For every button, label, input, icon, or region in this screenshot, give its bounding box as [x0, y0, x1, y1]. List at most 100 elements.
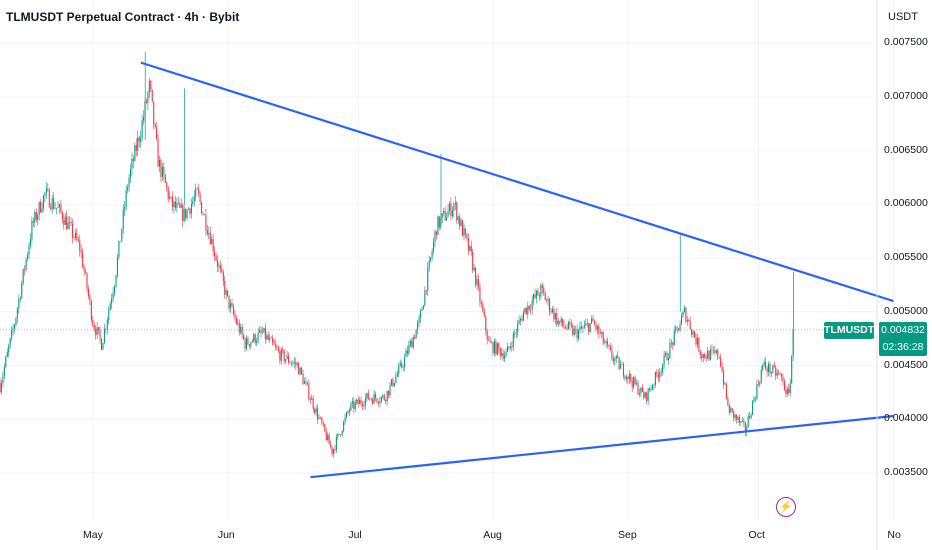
candle-down — [498, 343, 500, 349]
candle-down — [712, 349, 714, 351]
candle-down — [534, 294, 536, 298]
candle-down — [788, 388, 790, 394]
candle-up — [354, 402, 356, 409]
candle-up — [54, 208, 56, 209]
candle-down — [48, 189, 50, 208]
candle-up — [680, 316, 683, 325]
candle-down — [694, 331, 696, 338]
candle-up — [286, 355, 288, 360]
candle-up — [270, 337, 272, 339]
candle-up — [96, 327, 98, 336]
candle-up — [173, 201, 175, 208]
candle-down — [317, 408, 319, 420]
candle-up — [756, 383, 758, 399]
candle-up — [428, 260, 430, 269]
candle-up — [115, 275, 117, 287]
candle-up — [363, 405, 365, 407]
candle-down — [260, 330, 262, 333]
candle-down — [622, 364, 625, 377]
candle-up — [737, 417, 739, 420]
candle-up — [116, 257, 118, 276]
candle-down — [705, 357, 707, 359]
price-tick-label: 0.006500 — [884, 143, 928, 156]
candle-up — [190, 204, 192, 214]
candle-down — [202, 213, 204, 215]
candle-down — [477, 279, 480, 287]
candle-down — [676, 327, 678, 329]
currency-unit-badge[interactable]: USDT — [888, 11, 918, 23]
candle-up — [332, 449, 335, 454]
candle-up — [759, 382, 761, 385]
candle-up — [106, 319, 108, 329]
candle-down — [508, 346, 510, 348]
candle-up — [517, 323, 519, 333]
candle-up — [140, 137, 142, 142]
candle-up — [520, 318, 522, 321]
candle-up — [112, 292, 114, 299]
candle-up — [654, 372, 656, 385]
candle-up — [437, 216, 439, 235]
candle-up — [730, 408, 732, 413]
candle-up — [13, 325, 16, 329]
trendlines[interactable] — [140, 61, 894, 479]
candle-up — [327, 434, 329, 441]
candle-up — [667, 358, 669, 361]
candle-up — [41, 208, 43, 213]
candle-down — [235, 317, 237, 324]
candle-down — [685, 307, 687, 322]
candle-up — [709, 349, 712, 360]
candle-down — [499, 348, 501, 356]
candle-up — [28, 245, 30, 255]
candle-up — [379, 401, 381, 404]
candle-down — [631, 380, 633, 387]
candle-up — [369, 398, 371, 400]
candle-down — [98, 327, 100, 331]
candle-down — [182, 205, 184, 221]
candle-down — [312, 398, 314, 409]
candle-down — [93, 325, 95, 330]
candle-up — [292, 362, 294, 364]
candle-down — [61, 212, 63, 220]
candle-down — [79, 240, 81, 250]
candle-up — [337, 433, 339, 437]
trendline-upper[interactable] — [140, 61, 894, 303]
candle-up — [348, 410, 350, 412]
candle-down — [783, 381, 785, 390]
candle-down — [231, 303, 233, 307]
candle-up — [386, 390, 388, 402]
candle-up — [42, 195, 45, 209]
candle-up — [129, 168, 132, 178]
candle-down — [617, 355, 619, 358]
candle-down — [785, 389, 787, 395]
candle-down — [718, 357, 720, 359]
candle-up — [640, 387, 642, 394]
candle-up — [186, 209, 188, 219]
trendline-lower[interactable] — [310, 414, 894, 479]
candle-up — [398, 365, 400, 374]
candle-down — [205, 214, 207, 230]
candle-down — [264, 328, 266, 340]
candle-down — [714, 350, 716, 353]
candle-up — [256, 341, 258, 343]
time-tick-label: Jul — [348, 529, 362, 541]
candle-up — [636, 383, 638, 385]
candle-down — [219, 265, 221, 269]
candle-down — [330, 443, 332, 447]
candle-down — [89, 296, 91, 301]
candle-down — [486, 330, 488, 340]
candle-up — [335, 436, 337, 450]
candle-up — [554, 313, 556, 320]
lightning-icon[interactable]: ⚡ — [776, 497, 796, 517]
candle-up — [589, 323, 591, 333]
candle-down — [444, 210, 446, 221]
candle-down — [319, 417, 321, 418]
candle-down — [132, 158, 134, 162]
candle-down — [80, 249, 82, 253]
candle-down — [90, 300, 92, 320]
candle-up — [366, 392, 368, 399]
candle-down — [569, 322, 571, 325]
candle-up — [418, 318, 420, 323]
candle-up — [715, 350, 717, 353]
candlestick-series — [0, 51, 794, 458]
